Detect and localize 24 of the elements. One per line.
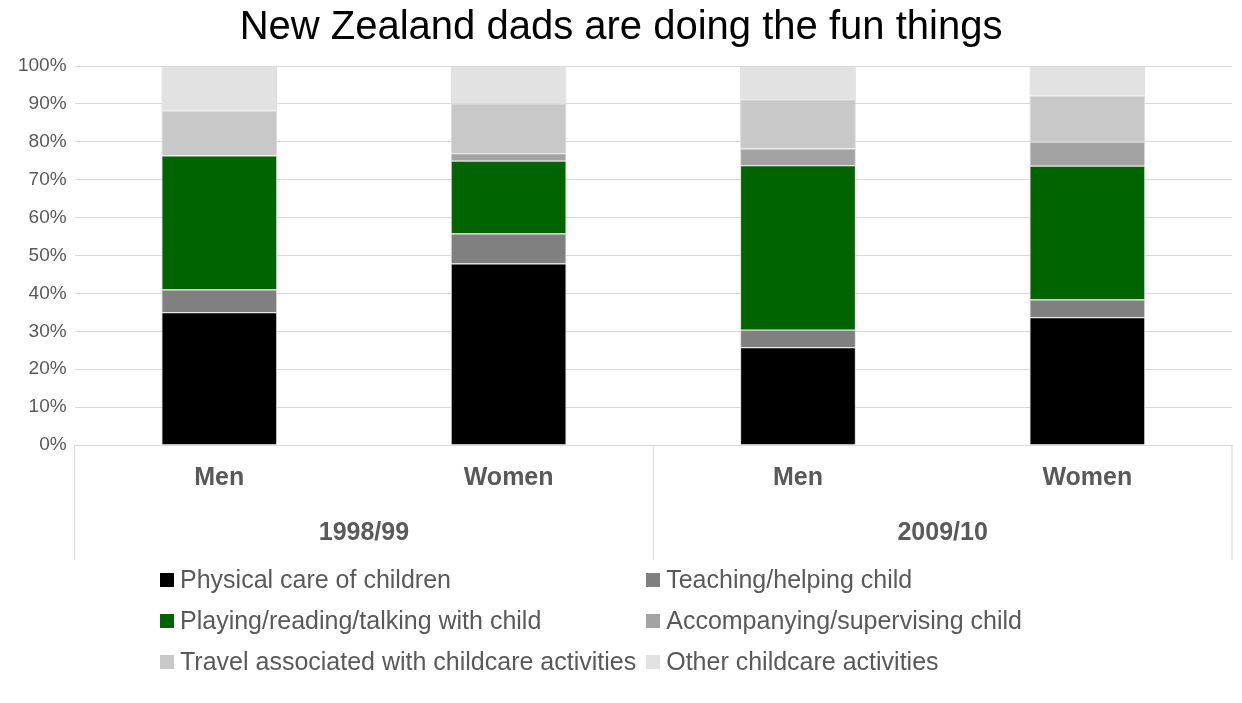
x-tick-label: Women	[1042, 461, 1133, 490]
y-tick-label: 100%	[17, 54, 67, 76]
y-tick-label: 50%	[28, 243, 67, 265]
y-tick-label: 20%	[28, 357, 67, 379]
y-tick-label: 90%	[28, 92, 67, 114]
legend-label: Accompanying/supervising child	[666, 606, 1022, 635]
y-tick-label: 10%	[28, 395, 67, 417]
y-tick-label: 80%	[28, 130, 67, 152]
y-tick-label: 40%	[28, 281, 67, 303]
y-tick-label: 60%	[28, 205, 67, 227]
legend-label: Playing/reading/talking with child	[180, 606, 542, 635]
legend-label: Teaching/helping child	[666, 565, 913, 594]
legend-label: Physical care of children	[180, 565, 451, 594]
legend-label: Travel associated with childcare activities	[180, 647, 637, 676]
x-tick-label: Men	[772, 461, 823, 490]
y-tick-label: 70%	[28, 167, 67, 189]
chart-title: New Zealand dads are doing the fun things	[239, 3, 1003, 48]
y-tick-label: 30%	[28, 319, 67, 341]
x-tick-label: Men	[194, 461, 245, 490]
text: 1998/99	[318, 516, 410, 545]
legend-label: Other childcare activities	[666, 647, 939, 676]
y-tick-label: 0%	[39, 433, 67, 455]
x-tick-label: Women	[463, 461, 554, 490]
text: 2009/10	[897, 516, 988, 545]
